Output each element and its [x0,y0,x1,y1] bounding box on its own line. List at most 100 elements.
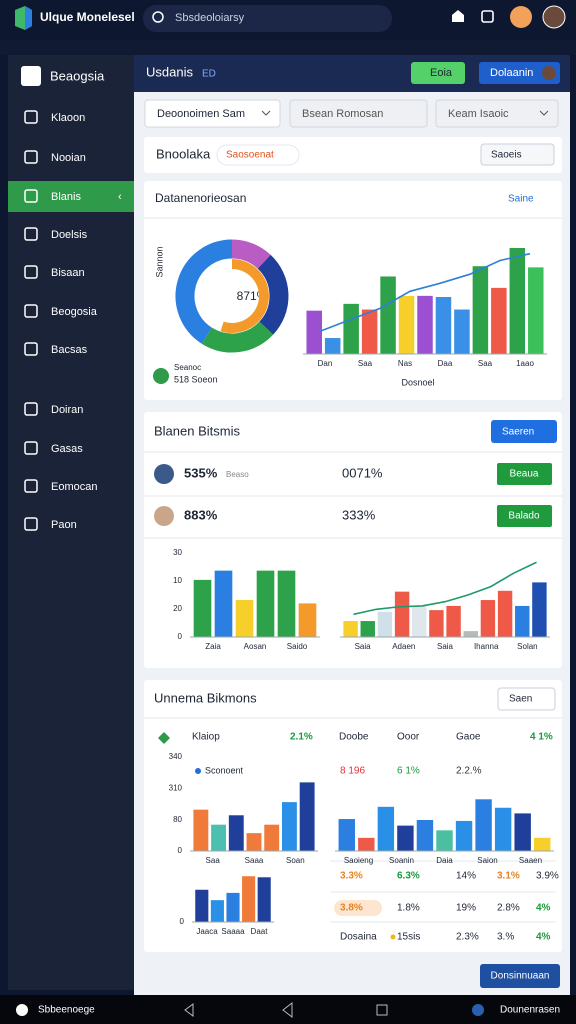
row-button-label: Balado [508,511,540,522]
nav-icon [24,517,38,531]
y-tick-label: 0 [180,917,185,926]
dropdown[interactable] [435,99,559,128]
bar [532,582,547,637]
green-button-label: Eoia [430,67,453,79]
back[interactable] [184,1003,194,1017]
summary-button[interactable] [480,964,560,988]
bar [397,825,414,851]
table-cell: 3.8% [340,903,363,914]
bar [412,605,427,637]
bar [257,877,271,922]
bar [343,621,358,637]
bar [398,295,415,354]
bar [394,591,410,637]
bar [416,819,434,851]
x-tick-label: Dan [318,359,333,368]
summary-button-label: Donsinnuaan [491,971,550,982]
row-button[interactable] [497,463,552,485]
x-tick-label: Nas [398,359,412,368]
bar [528,267,544,354]
team-button[interactable] [491,420,557,443]
dropdown-label: Keam Isaoic [448,108,509,120]
green-button[interactable] [411,62,465,84]
bar [494,807,512,851]
nav-item[interactable]: Doelsis [51,229,88,241]
x-axis-title: Dosnoel [401,377,434,387]
chevron [261,110,271,116]
row-button[interactable] [497,505,552,527]
avatar[interactable] [510,6,532,28]
home-icon[interactable] [452,10,464,22]
dropdown[interactable] [144,99,281,128]
y-tick-label: 20 [173,604,182,613]
dropdown[interactable] [289,99,428,128]
nav-icon [24,342,38,356]
y-tick-label: 30 [173,548,182,557]
stat: 8 196 [340,766,365,777]
bar [475,799,492,851]
legend-value: 518 Soeon [174,374,218,384]
status-button-label: Saoeis [491,150,522,161]
table-cell: Dosaina [340,932,377,943]
nav-item[interactable]: Klaoon [51,112,85,124]
bar [299,782,315,851]
bar [377,806,395,851]
avatar[interactable] [542,5,566,29]
x-tick-label: Daa [438,359,453,368]
nav-item[interactable]: Nooian [51,152,86,164]
bar [235,600,254,637]
bar [429,610,444,637]
bar [281,802,297,851]
table-cell: 15sis [397,932,420,943]
blue-button[interactable] [479,62,560,84]
bar [377,611,393,637]
bar [298,603,317,637]
team-title: Blanen Bitsmis [154,423,240,438]
nav-item[interactable]: Doiran [51,404,83,416]
bar [509,247,526,354]
header-cell: Ooor [397,732,420,743]
search-box[interactable] [143,5,392,32]
x-tick-label: Saaa [245,856,264,865]
donut-segment [257,254,289,335]
sys-icon [472,1004,484,1016]
app-title: Ulque Monelesel [40,10,135,24]
system-left: Sbbeenoege [38,1005,95,1016]
x-tick-label: Saia [355,642,372,651]
bar [534,837,551,851]
x-tick-label: Soanin [389,856,414,865]
x-tick-label: Adaen [392,642,415,651]
header-cell: Doobe [339,732,369,743]
nav-item[interactable]: Paon [51,519,77,531]
pill [334,900,382,916]
status-button[interactable] [480,143,555,166]
row-value2: 0071% [342,465,383,480]
table-cell: 3.% [497,932,514,943]
nav-item[interactable]: Eomocan [51,481,97,493]
nav-item[interactable]: Gasas [51,443,83,455]
tag: ED [202,69,216,80]
table-cell: 19% [456,903,476,914]
x-tick-label: Saia [437,642,454,651]
x-tick-label: Daat [251,927,269,936]
summary-action[interactable] [497,687,556,711]
back[interactable] [282,1001,293,1019]
legend: Sconoent [205,765,244,775]
donut-inner [220,259,269,333]
notif-icon[interactable] [481,10,494,23]
bar [491,287,507,354]
bar [193,579,212,637]
bar [454,309,470,354]
bar [246,833,262,851]
nav-item[interactable]: Bisaan [51,267,85,279]
avatar [542,66,556,80]
bar [211,824,227,851]
bar [436,830,453,851]
overview-action[interactable]: Saine [508,194,534,205]
nav-item[interactable]: Beogosia [51,306,98,318]
nav-item[interactable]: Blanis [51,191,81,203]
recents[interactable] [376,1004,388,1016]
nav-item[interactable]: Bacsas [51,344,88,356]
team-rows: 535% Beaso 0071% Beaua 883% 333% Balado [154,463,552,527]
